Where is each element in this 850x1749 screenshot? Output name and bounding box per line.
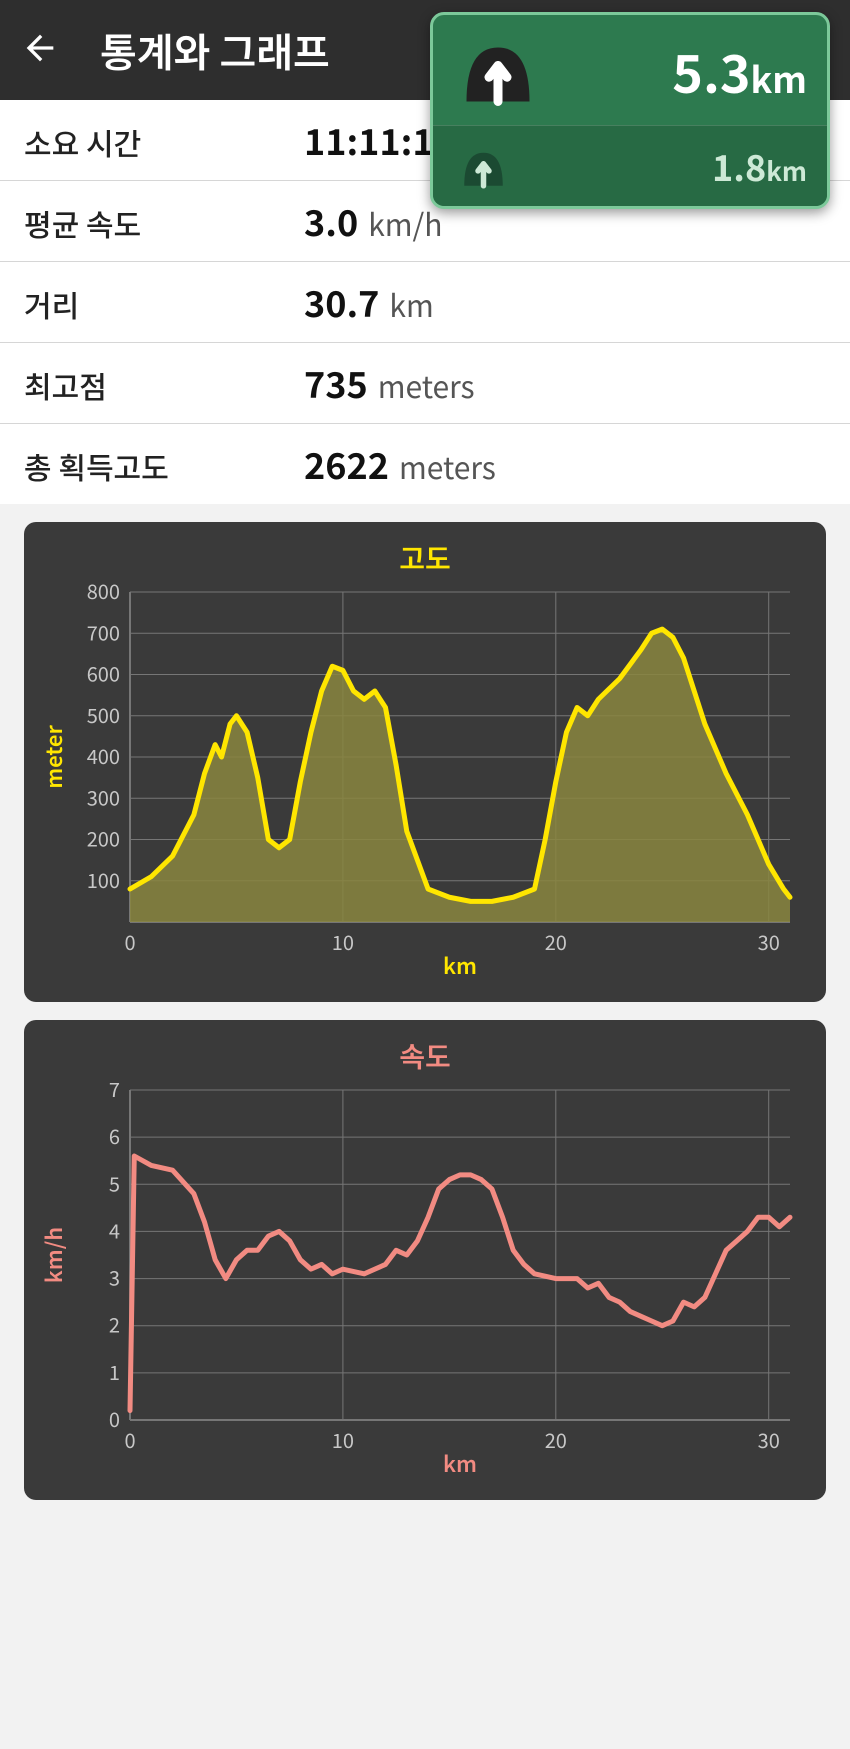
stat-row: 총 획득고도 2622 meters [0, 424, 850, 504]
svg-text:1: 1 [109, 1357, 120, 1386]
svg-text:200: 200 [87, 824, 120, 853]
navigation-overlay[interactable]: 5.3km 1.8km [430, 12, 830, 209]
svg-text:km: km [443, 1447, 477, 1479]
stat-label: 소요 시간 [24, 120, 304, 164]
speed-chart-title: 속도 [40, 1036, 810, 1076]
svg-text:4: 4 [109, 1215, 120, 1244]
nav-primary-distance: 5.3km [672, 33, 807, 108]
svg-text:800: 800 [87, 582, 120, 605]
nav-secondary-distance: 1.8km [712, 140, 807, 192]
svg-text:7: 7 [109, 1080, 120, 1103]
stat-unit: km [389, 282, 433, 326]
svg-text:700: 700 [87, 617, 120, 646]
elevation-chart-card: 고도 100 200 300 400 500 600 700 800 0 10 20 30 km mete… [24, 522, 826, 1002]
back-button[interactable] [20, 20, 60, 81]
stat-unit: km/h [368, 201, 442, 245]
svg-text:600: 600 [87, 659, 120, 688]
page-title: 통계와 그래프 [100, 21, 330, 79]
svg-text:km/h: km/h [40, 1227, 69, 1283]
svg-text:5: 5 [109, 1168, 120, 1197]
nav-primary-value: 5.3 [672, 33, 750, 108]
speed-chart-card: 속도 0 1 2 3 4 5 6 7 0 10 20 30 km km/h [24, 1020, 826, 1500]
speed-chart[interactable]: 0 1 2 3 4 5 6 7 0 10 20 30 km km/h [40, 1080, 810, 1480]
svg-text:10: 10 [332, 1425, 354, 1454]
stat-label: 평균 속도 [24, 201, 304, 245]
nav-secondary-unit: km [766, 152, 807, 189]
stat-unit: meters [399, 444, 496, 488]
svg-text:0: 0 [124, 927, 135, 956]
svg-text:500: 500 [87, 700, 120, 729]
svg-text:400: 400 [87, 741, 120, 770]
svg-text:10: 10 [332, 927, 354, 956]
stat-row: 거리 30.7 km [0, 262, 850, 343]
svg-text:3: 3 [109, 1263, 120, 1292]
tunnel-icon [453, 136, 513, 196]
stat-value: 2622 [304, 438, 389, 490]
svg-text:meter: meter [40, 725, 69, 789]
stat-label: 총 획득고도 [24, 444, 304, 488]
stat-value: 735 [304, 357, 368, 409]
stat-label: 거리 [24, 282, 304, 326]
svg-text:km: km [443, 949, 477, 981]
svg-text:30: 30 [758, 1425, 780, 1454]
stat-value: 3.0 [304, 195, 358, 247]
svg-text:0: 0 [109, 1404, 120, 1433]
nav-primary-unit: km [751, 52, 807, 104]
svg-text:20: 20 [545, 1425, 567, 1454]
svg-text:6: 6 [109, 1121, 120, 1150]
nav-secondary-value: 1.8 [712, 140, 766, 192]
elevation-chart-title: 고도 [40, 538, 810, 578]
stat-row: 최고점 735 meters [0, 343, 850, 424]
arrow-left-icon [20, 28, 60, 68]
svg-text:30: 30 [758, 927, 780, 956]
elevation-chart[interactable]: 100 200 300 400 500 600 700 800 0 10 20 30 km meter [40, 582, 810, 982]
svg-text:100: 100 [87, 865, 120, 894]
stat-label: 최고점 [24, 363, 304, 407]
stat-unit: meters [378, 363, 475, 407]
svg-text:300: 300 [87, 782, 120, 811]
svg-text:20: 20 [545, 927, 567, 956]
svg-text:0: 0 [124, 1425, 135, 1454]
nav-secondary-row: 1.8km [433, 125, 827, 206]
nav-primary-row: 5.3km [433, 15, 827, 125]
svg-text:2: 2 [109, 1310, 120, 1339]
tunnel-icon [453, 25, 543, 115]
stat-value: 30.7 [304, 276, 379, 328]
